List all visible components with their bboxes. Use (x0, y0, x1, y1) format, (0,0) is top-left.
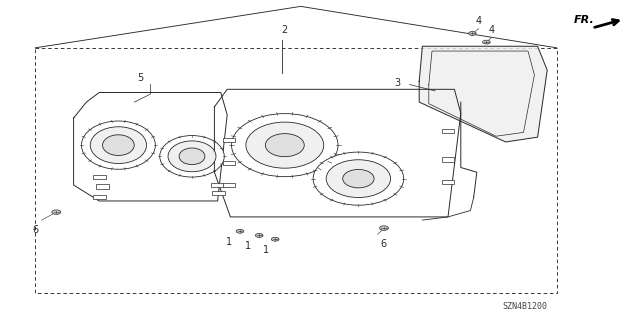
Text: 2: 2 (282, 25, 288, 35)
Bar (442, 129, 454, 133)
Text: 5: 5 (138, 73, 144, 83)
Bar (211, 183, 224, 187)
Text: 3: 3 (394, 78, 401, 88)
Polygon shape (419, 46, 547, 142)
Ellipse shape (90, 127, 147, 164)
Bar (212, 191, 225, 195)
Text: 4: 4 (476, 16, 482, 26)
Text: SZN4B1200: SZN4B1200 (502, 302, 547, 311)
Ellipse shape (326, 160, 390, 197)
Circle shape (468, 32, 476, 35)
Text: 1: 1 (226, 237, 232, 247)
Text: FR.: FR. (574, 15, 595, 25)
Circle shape (52, 210, 61, 214)
Bar (96, 184, 109, 189)
Bar (223, 161, 235, 165)
Text: 6: 6 (32, 225, 38, 235)
Bar (93, 175, 106, 179)
Bar (223, 138, 235, 142)
Ellipse shape (343, 169, 374, 188)
Ellipse shape (313, 152, 404, 205)
Bar (442, 180, 454, 184)
Text: 6: 6 (381, 239, 387, 249)
Text: 1: 1 (262, 245, 269, 255)
Ellipse shape (232, 114, 338, 177)
Ellipse shape (246, 122, 324, 168)
Bar (223, 183, 235, 187)
Circle shape (236, 229, 244, 233)
Circle shape (483, 40, 490, 44)
Bar (442, 158, 454, 161)
Circle shape (255, 234, 263, 237)
Circle shape (271, 237, 279, 241)
Ellipse shape (81, 121, 156, 169)
Bar (93, 195, 106, 199)
Ellipse shape (160, 136, 224, 177)
Ellipse shape (168, 141, 216, 172)
Ellipse shape (102, 135, 134, 155)
Text: 4: 4 (488, 25, 495, 35)
Ellipse shape (179, 148, 205, 165)
Circle shape (380, 226, 388, 230)
Ellipse shape (266, 134, 304, 157)
Text: 1: 1 (245, 241, 252, 251)
